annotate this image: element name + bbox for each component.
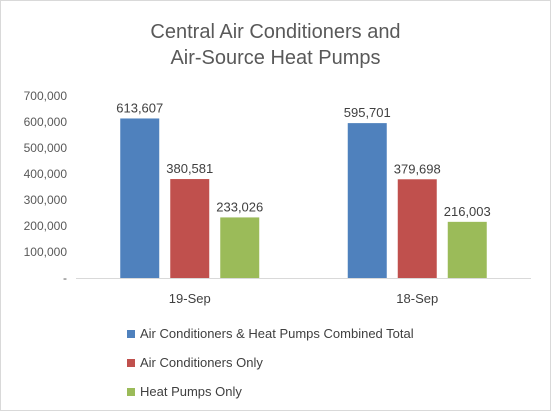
legend-item-heat-pumps-only: Heat Pumps Only	[127, 377, 414, 406]
y-tick-label: 200,000	[24, 219, 68, 233]
chart-title: Central Air Conditioners and Air-Source …	[1, 19, 550, 71]
legend-item-combined-total: Air Conditioners & Heat Pumps Combined T…	[127, 319, 414, 348]
legend-swatch	[127, 387, 135, 396]
legend: Air Conditioners & Heat Pumps Combined T…	[127, 319, 414, 406]
bar	[447, 221, 487, 278]
bar	[220, 217, 260, 278]
bar	[120, 118, 160, 278]
legend-label: Air Conditioners & Heat Pumps Combined T…	[140, 326, 414, 341]
data-label: 595,701	[344, 105, 391, 120]
x-tick-label: 19-Sep	[169, 291, 211, 306]
data-label: 380,581	[166, 161, 213, 176]
y-tick-label: 600,000	[24, 115, 68, 129]
chart-title-line-1: Central Air Conditioners and	[150, 21, 401, 43]
plot-area: - 100,000 200,000 300,000 400,000 500,000 600,…	[24, 89, 531, 306]
y-tick-label: 100,000	[24, 245, 68, 259]
bar	[170, 179, 210, 278]
legend-label: Heat Pumps Only	[140, 384, 242, 399]
legend-swatch	[127, 358, 135, 367]
chart-title-line-2: Air-Source Heat Pumps	[170, 47, 381, 69]
legend-swatch	[127, 329, 135, 338]
data-label: 216,003	[444, 204, 491, 219]
bar	[397, 179, 437, 278]
y-tick-label: 300,000	[24, 193, 68, 207]
legend-item-air-conditioners-only: Air Conditioners Only	[127, 348, 414, 377]
y-tick-label: 400,000	[24, 167, 68, 181]
data-label: 379,698	[394, 161, 441, 176]
bar	[347, 123, 387, 278]
data-label: 613,607	[116, 100, 163, 115]
x-tick-label: 18-Sep	[396, 291, 438, 306]
y-tick-label: 500,000	[24, 141, 68, 155]
data-label: 233,026	[216, 199, 263, 214]
legend-label: Air Conditioners Only	[140, 355, 263, 370]
y-tick-label: 700,000	[24, 89, 68, 103]
y-tick-label: -	[63, 271, 67, 285]
